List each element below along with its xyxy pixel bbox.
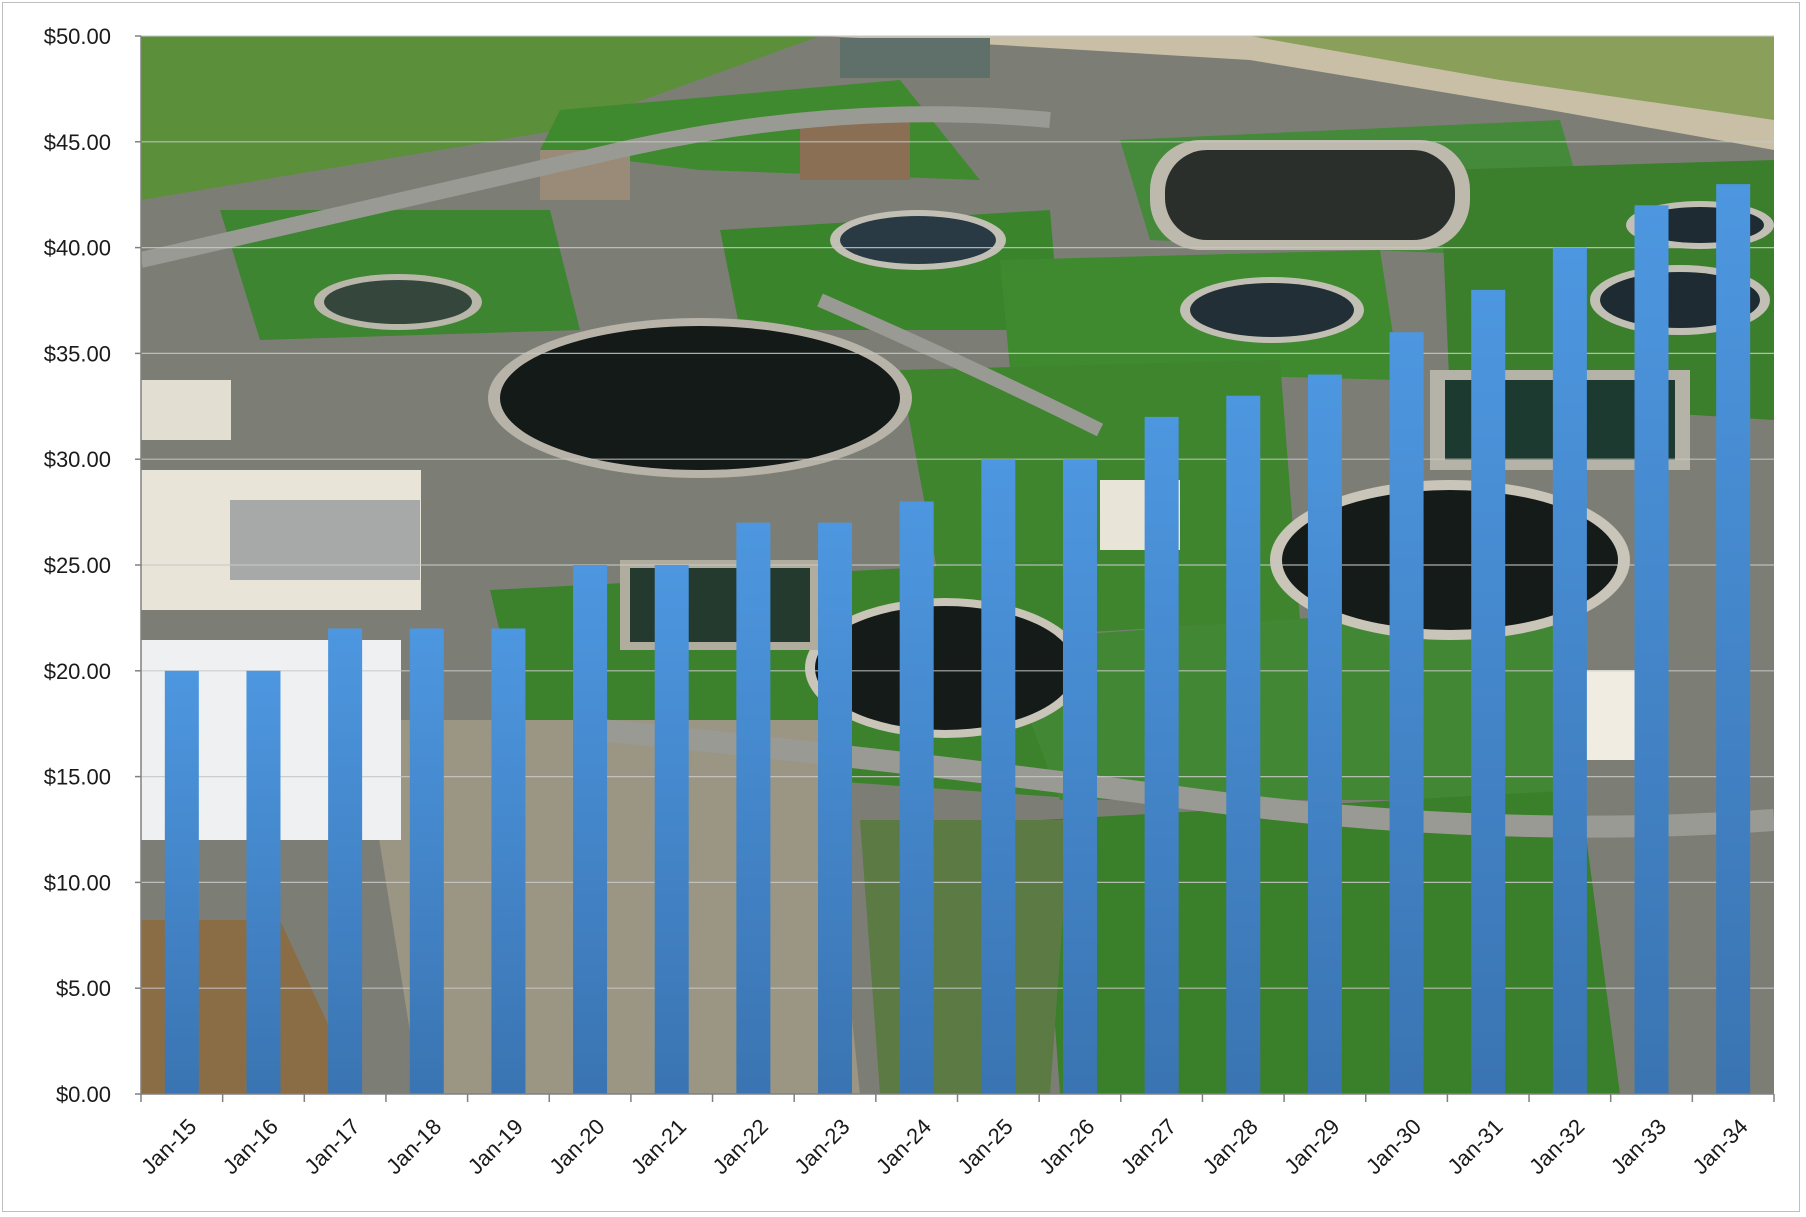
- y-axis-tick-labels: $0.00 $5.00 $10.00 $15.00 $20.00 $25.00 $30.00…: [44, 24, 111, 1107]
- x-tick-label: Jan-17: [299, 1114, 364, 1179]
- x-tick-label: Jan-26: [1034, 1114, 1099, 1179]
- x-tick-label: Jan-18: [381, 1114, 446, 1179]
- bar: [981, 459, 1016, 1094]
- bar: [1062, 459, 1097, 1094]
- bar: [736, 522, 771, 1094]
- y-tick-label: $50.00: [44, 24, 111, 49]
- x-tick-label: Jan-24: [871, 1114, 936, 1179]
- bar: [409, 628, 444, 1094]
- x-tick-label: Jan-33: [1606, 1114, 1671, 1179]
- x-tick-label: Jan-19: [463, 1114, 528, 1179]
- x-tick-label: Jan-25: [953, 1114, 1018, 1179]
- y-tick-label: $30.00: [44, 447, 111, 472]
- bar: [1389, 332, 1424, 1094]
- bar: [1716, 184, 1751, 1094]
- bar: [1552, 247, 1587, 1095]
- bar: [1226, 395, 1261, 1095]
- x-tick-label: Jan-16: [218, 1114, 283, 1179]
- bar-series: [164, 184, 1751, 1095]
- x-tick-label: Jan-20: [544, 1114, 609, 1179]
- y-tick-label: $15.00: [44, 765, 111, 790]
- bar: [654, 565, 689, 1094]
- y-tick-label: $0.00: [56, 1082, 111, 1107]
- bar: [1307, 374, 1342, 1094]
- x-tick-label: Jan-15: [136, 1114, 201, 1179]
- y-tick-label: $40.00: [44, 236, 111, 261]
- x-tick-label: Jan-28: [1198, 1114, 1263, 1179]
- bar: [818, 522, 853, 1094]
- y-tick-label: $5.00: [56, 976, 111, 1001]
- x-tick-label: Jan-23: [789, 1114, 854, 1179]
- axes: [135, 35, 1775, 1102]
- x-tick-label: Jan-27: [1116, 1114, 1181, 1179]
- x-tick-label: Jan-30: [1361, 1114, 1426, 1179]
- bar: [328, 628, 363, 1094]
- bar: [246, 670, 281, 1094]
- bar: [1471, 289, 1506, 1094]
- bar: [1634, 205, 1669, 1094]
- x-axis-tick-labels: Jan-15 Jan-16 Jan-17 Jan-18 Jan-19 Jan-20 Jan-…: [136, 1114, 1753, 1179]
- bar: [1144, 416, 1179, 1094]
- bar: [573, 565, 608, 1094]
- bar: [164, 670, 199, 1094]
- x-tick-label: Jan-34: [1687, 1114, 1752, 1179]
- bar: [899, 501, 934, 1094]
- y-tick-label: $20.00: [44, 659, 111, 684]
- y-tick-label: $35.00: [44, 341, 111, 366]
- x-tick-label: Jan-31: [1443, 1114, 1508, 1179]
- x-tick-label: Jan-22: [708, 1114, 773, 1179]
- bar: [491, 628, 526, 1094]
- y-tick-label: $10.00: [44, 870, 111, 895]
- y-tick-label: $25.00: [44, 553, 111, 578]
- x-tick-label: Jan-21: [626, 1114, 691, 1179]
- x-tick-label: Jan-29: [1279, 1114, 1344, 1179]
- x-tick-label: Jan-32: [1524, 1114, 1589, 1179]
- y-tick-label: $45.00: [44, 130, 111, 155]
